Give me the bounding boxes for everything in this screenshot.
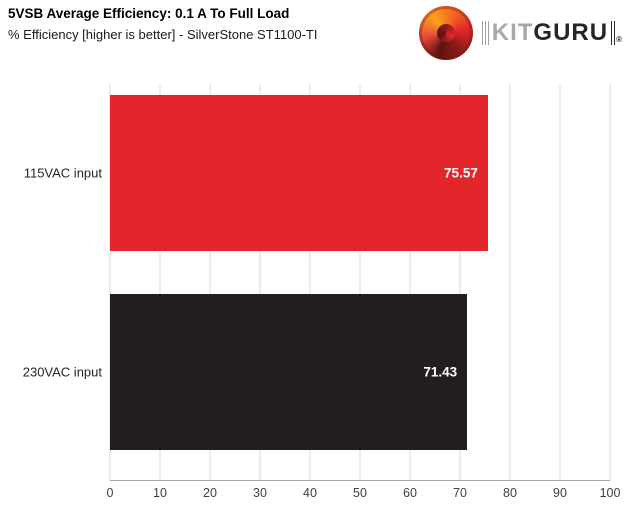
category-label: 230VAC input bbox=[22, 364, 102, 380]
x-tick-label: 40 bbox=[303, 486, 317, 500]
bar-230vac-input: 71.43 bbox=[110, 294, 468, 450]
x-tick-label: 90 bbox=[553, 486, 567, 500]
logo-guru-text: GURU bbox=[533, 19, 609, 46]
x-tick-label: 0 bbox=[106, 486, 114, 500]
gridline bbox=[559, 85, 561, 480]
x-tick-label: 80 bbox=[503, 486, 517, 500]
bar-value-label: 75.57 bbox=[444, 165, 478, 181]
bar-115vac-input: 75.57 bbox=[110, 95, 488, 251]
x-tick-label: 100 bbox=[599, 486, 621, 500]
plot-area: 75.57 71.43 bbox=[109, 85, 611, 481]
registered-mark: ® bbox=[616, 35, 623, 44]
kitguru-logo: KIT GURU ® bbox=[418, 6, 623, 60]
kitguru-swirl-icon bbox=[418, 6, 473, 60]
x-tick-label: 50 bbox=[353, 486, 367, 500]
category-label: 115VAC input bbox=[23, 165, 102, 181]
barcode-right-icon bbox=[611, 21, 617, 45]
chart-subtitle: % Efficiency [higher is better] - Silver… bbox=[8, 27, 318, 42]
x-tick-label: 70 bbox=[453, 486, 467, 500]
gridline bbox=[359, 85, 361, 480]
x-tick-label: 30 bbox=[253, 486, 267, 500]
gridline bbox=[109, 85, 111, 480]
kitguru-wordmark: KIT GURU ® bbox=[481, 19, 623, 47]
gridline bbox=[159, 85, 161, 480]
gridline bbox=[459, 85, 461, 480]
x-tick-label: 20 bbox=[203, 486, 217, 500]
gridline bbox=[409, 85, 411, 480]
y-axis-category-labels: 115VAC input 230VAC input bbox=[0, 85, 102, 480]
gridline bbox=[209, 85, 211, 480]
x-tick-label: 10 bbox=[153, 486, 167, 500]
gridline bbox=[309, 85, 311, 480]
gridline bbox=[509, 85, 511, 480]
gridline bbox=[259, 85, 261, 480]
x-tick-label: 60 bbox=[403, 486, 417, 500]
barcode-left-icon bbox=[481, 21, 489, 45]
chart-title: 5VSB Average Efficiency: 0.1 A To Full L… bbox=[8, 6, 290, 21]
x-axis-labels: 0 10 20 30 40 50 60 70 80 90 100 bbox=[106, 486, 621, 506]
logo-kit-text: KIT bbox=[491, 19, 534, 46]
gridline bbox=[609, 85, 611, 480]
bar-value-label: 71.43 bbox=[423, 364, 458, 380]
